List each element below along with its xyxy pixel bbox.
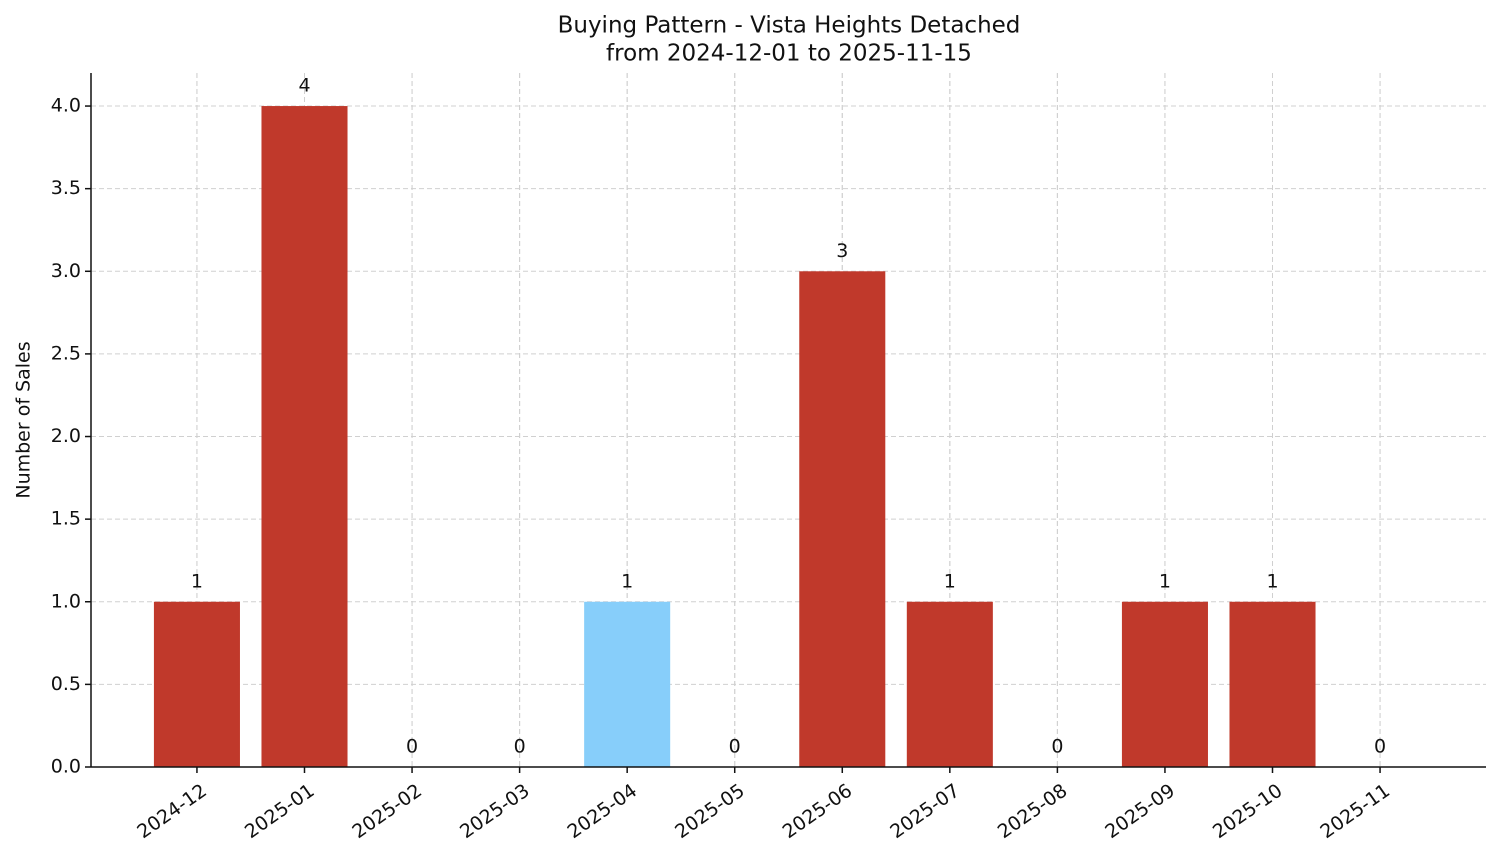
value-label: 1 xyxy=(621,570,633,592)
value-label: 1 xyxy=(1266,570,1278,592)
x-tick-label: 2025-02 xyxy=(348,780,426,844)
x-tick-label: 2025-11 xyxy=(1316,780,1394,844)
bar xyxy=(1229,601,1316,767)
y-tick-label: 3.5 xyxy=(51,177,81,199)
y-tick-label: 4.0 xyxy=(51,95,81,117)
value-label: 0 xyxy=(1374,736,1386,758)
x-tick-label: 2024-12 xyxy=(133,780,211,844)
y-tick-label: 1.5 xyxy=(51,508,81,530)
bar xyxy=(153,601,240,767)
y-tick-label: 0.0 xyxy=(51,756,81,778)
y-tick-label: 2.5 xyxy=(51,342,81,364)
value-label: 0 xyxy=(729,736,741,758)
value-label: 0 xyxy=(1051,736,1063,758)
y-tick-label: 3.0 xyxy=(51,260,81,282)
x-tick-label: 2025-03 xyxy=(456,780,534,844)
value-label: 4 xyxy=(298,75,310,97)
y-tick-label: 2.0 xyxy=(51,425,81,447)
value-label: 1 xyxy=(191,570,203,592)
x-tick-label: 2025-04 xyxy=(564,780,642,844)
value-label: 1 xyxy=(1159,570,1171,592)
bar xyxy=(261,106,348,768)
x-tick-label: 2025-10 xyxy=(1209,780,1287,844)
value-label: 1 xyxy=(944,570,956,592)
chart-title: Buying Pattern - Vista Heights Detached xyxy=(558,13,1021,39)
bar xyxy=(1121,601,1208,767)
bar xyxy=(584,601,671,767)
y-tick-label: 0.5 xyxy=(51,673,81,695)
x-tick-label: 2025-08 xyxy=(994,780,1072,844)
bar xyxy=(799,271,886,767)
value-label: 0 xyxy=(514,736,526,758)
x-tick-label: 2025-06 xyxy=(779,780,857,844)
y-axis-label: Number of Sales xyxy=(13,341,35,498)
y-tick-label: 1.0 xyxy=(51,590,81,612)
x-tick-label: 2025-07 xyxy=(886,780,964,844)
chart-subtitle: from 2024-12-01 to 2025-11-15 xyxy=(606,41,972,67)
x-tick-label: 2025-05 xyxy=(671,780,749,844)
value-label: 3 xyxy=(836,240,848,262)
bar xyxy=(906,601,993,767)
value-label: 0 xyxy=(406,736,418,758)
x-tick-label: 2025-09 xyxy=(1101,780,1179,844)
x-tick-label: 2025-01 xyxy=(241,780,319,844)
